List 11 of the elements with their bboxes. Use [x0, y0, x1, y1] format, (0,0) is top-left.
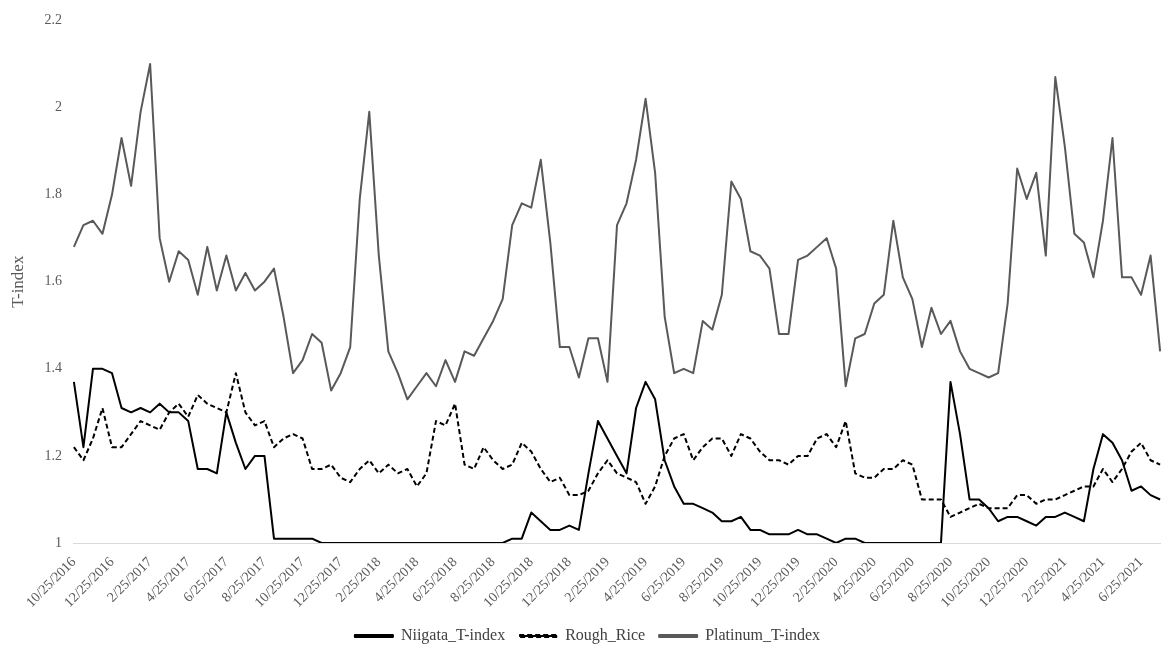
legend-label: Rough_Rice [565, 626, 646, 645]
legend-label: Platinum_T-index [705, 626, 821, 644]
y-tick-label: 1.2 [44, 447, 62, 463]
y-tick-label: 1.8 [44, 186, 62, 202]
y-tick-label: 2 [54, 99, 62, 115]
legend-label: Niigata_T-index [400, 626, 506, 645]
y-tick-label: 1.6 [44, 273, 62, 289]
y-tick-label: 1.4 [44, 360, 62, 376]
y-axis-title: T-index [7, 255, 27, 308]
y-tick-label: 2.2 [44, 12, 62, 28]
y-tick-label: 1 [54, 534, 62, 550]
